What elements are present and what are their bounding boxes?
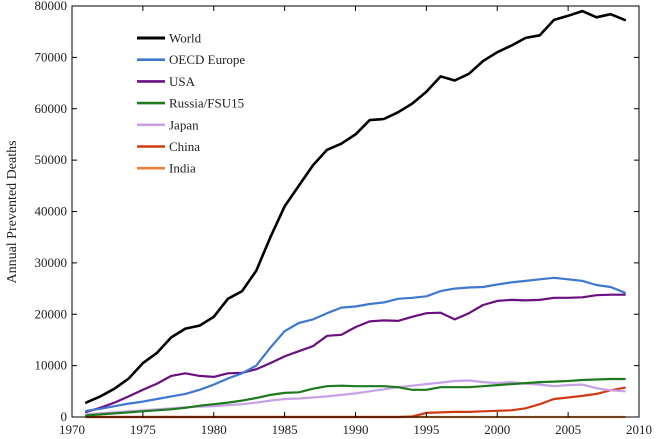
legend-label-russia-fsu15: Russia/FSU15 bbox=[169, 96, 244, 111]
legend-label-world: World bbox=[169, 31, 202, 46]
y-tick-label: 10000 bbox=[35, 358, 68, 373]
x-tick-label: 1980 bbox=[201, 422, 227, 437]
legend-label-china: China bbox=[169, 139, 200, 154]
series-line-world bbox=[84, 9, 627, 404]
x-tick-label: 2000 bbox=[484, 422, 510, 437]
x-tick-label: 1985 bbox=[272, 422, 298, 437]
y-axis-label: Annual Prevented Deaths bbox=[5, 140, 20, 283]
x-tick-label: 2005 bbox=[555, 422, 581, 437]
legend-label-oecd-europe: OECD Europe bbox=[169, 52, 245, 67]
y-tick-label: 30000 bbox=[35, 255, 68, 270]
series-line-russia-fsu15 bbox=[85, 377, 626, 417]
y-tick-label: 40000 bbox=[35, 204, 68, 219]
x-tick-label: 1995 bbox=[413, 422, 439, 437]
y-tick-label: 0 bbox=[61, 409, 68, 424]
y-tick-label: 80000 bbox=[35, 0, 68, 13]
y-tick-label: 50000 bbox=[35, 152, 68, 167]
legend-label-japan: Japan bbox=[169, 117, 199, 132]
x-tick-label: 1990 bbox=[343, 422, 369, 437]
series-line-usa bbox=[85, 293, 626, 413]
legend-label-india: India bbox=[169, 161, 196, 176]
series-line-oecd-europe bbox=[85, 276, 626, 412]
y-tick-label: 70000 bbox=[35, 49, 68, 64]
ticks-layer: 1970 1975 1980 1985 1990 1995 2000 2005 2010 0 100… bbox=[35, 0, 653, 437]
x-tick-label: 1970 bbox=[59, 422, 85, 437]
x-tick-label: 1975 bbox=[130, 422, 156, 437]
legend-label-usa: USA bbox=[169, 74, 196, 89]
y-tick-label: 60000 bbox=[35, 101, 68, 116]
legend: World OECD Europe USA Russia/FSU15 Japan Chin… bbox=[137, 31, 245, 176]
y-tick-label: 20000 bbox=[35, 306, 68, 321]
x-tick-label: 2010 bbox=[626, 422, 652, 437]
